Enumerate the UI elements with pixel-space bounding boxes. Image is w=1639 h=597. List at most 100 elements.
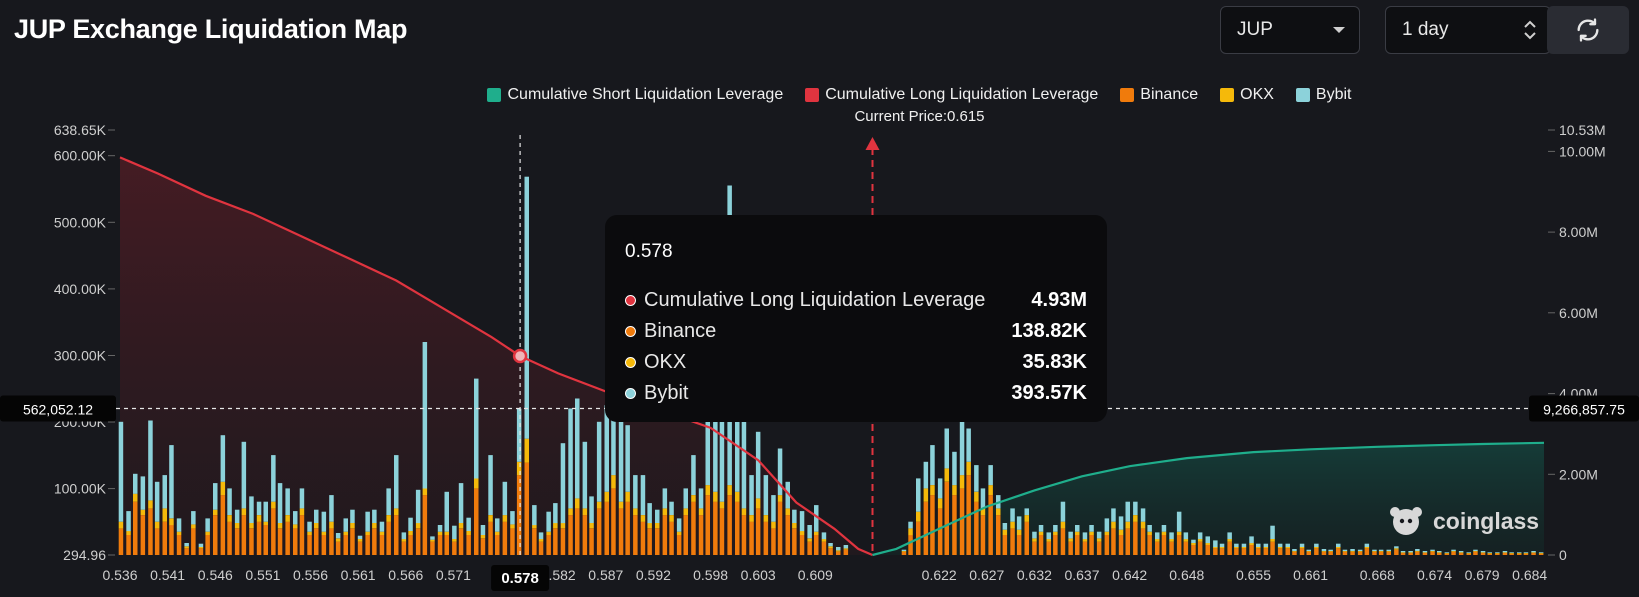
bar-okx[interactable] [1241,547,1247,549]
bar-binance[interactable] [1241,548,1247,555]
bar-bybit[interactable] [1400,551,1406,553]
bar-bybit[interactable] [365,511,370,532]
bar-okx[interactable] [755,498,761,509]
bar-bybit[interactable] [683,488,689,509]
bar-binance[interactable] [1118,535,1124,555]
bar-binance[interactable] [1133,521,1138,555]
bar-binance[interactable] [618,508,624,555]
bar-bybit[interactable] [1161,525,1167,532]
bar-binance[interactable] [205,535,210,555]
bar-binance[interactable] [474,488,479,555]
bar-binance[interactable] [350,528,355,555]
bar-okx[interactable] [807,538,812,542]
bar-okx[interactable] [930,485,935,496]
bar-binance[interactable] [1444,553,1450,555]
bar-bybit[interactable] [213,483,218,510]
bar-okx[interactable] [437,531,443,535]
bar-okx[interactable] [335,538,341,542]
bar-bybit[interactable] [1046,532,1052,540]
bar-okx[interactable] [568,508,573,516]
bar-okx[interactable] [1517,553,1522,554]
bar-okx[interactable] [1437,552,1442,553]
bar-bybit[interactable] [1292,549,1297,551]
bar-binance[interactable] [1125,528,1131,555]
bar-binance[interactable] [1032,541,1037,555]
bar-bybit[interactable] [408,517,413,531]
bar-bybit[interactable] [458,483,464,523]
bar-okx[interactable] [640,515,646,522]
bar-okx[interactable] [1357,551,1363,552]
bar-okx[interactable] [1415,551,1420,552]
bar-binance[interactable] [1372,551,1377,555]
bar-binance[interactable] [1140,528,1146,555]
bar-binance[interactable] [1002,535,1008,555]
bar-bybit[interactable] [1502,551,1508,553]
bar-okx[interactable] [604,491,610,502]
bar-binance[interactable] [1415,551,1420,555]
bar-bybit[interactable] [256,501,262,515]
bar-binance[interactable] [227,521,232,555]
bar-okx[interactable] [1328,551,1333,552]
bar-binance[interactable] [604,501,610,555]
bar-okx[interactable] [444,531,450,535]
bar-binance[interactable] [546,535,551,555]
bar-binance[interactable] [1016,535,1022,555]
bar-okx[interactable] [705,485,711,496]
bar-bybit[interactable] [234,509,240,523]
bar-okx[interactable] [974,491,979,502]
bar-okx[interactable] [1306,551,1312,552]
bar-binance[interactable] [488,521,493,555]
bar-binance[interactable] [1191,545,1196,555]
bar-bybit[interactable] [1169,532,1174,540]
bar-bybit[interactable] [1183,532,1189,540]
bar-bybit[interactable] [596,421,602,502]
bar-okx[interactable] [198,547,204,549]
bar-okx[interactable] [1400,552,1406,553]
bar-bybit[interactable] [430,536,435,540]
bar-okx[interactable] [532,525,537,529]
bar-okx[interactable] [785,508,791,516]
bar-okx[interactable] [1016,529,1022,535]
bar-okx[interactable] [1118,529,1124,535]
bar-bybit[interactable] [1299,543,1305,547]
bar-binance[interactable] [1495,553,1500,555]
bar-binance[interactable] [198,548,204,555]
bar-binance[interactable] [1364,548,1370,555]
bar-okx[interactable] [386,515,391,522]
bar-binance[interactable] [683,515,689,555]
bar-okx[interactable] [372,523,377,529]
bar-binance[interactable] [1147,535,1152,555]
bar-bybit[interactable] [271,455,276,502]
bar-binance[interactable] [705,495,711,555]
bar-binance[interactable] [329,528,334,555]
legend-item-short[interactable]: Cumulative Short Liquidation Leverage [487,86,783,104]
bar-bybit[interactable] [293,511,298,525]
bar-okx[interactable] [379,531,385,535]
bar-okx[interactable] [1060,521,1066,529]
bar-bybit[interactable] [277,483,283,523]
bar-binance[interactable] [1213,548,1218,555]
bar-okx[interactable] [1422,552,1428,553]
bar-binance[interactable] [372,528,377,555]
bar-binance[interactable] [944,481,950,555]
bar-binance[interactable] [1234,548,1239,555]
bar-binance[interactable] [220,495,226,555]
bar-bybit[interactable] [1197,532,1203,540]
bar-bybit[interactable] [1118,516,1124,530]
bar-okx[interactable] [1502,552,1508,553]
bar-okx[interactable] [191,524,196,529]
bar-binance[interactable] [735,501,740,555]
bar-bybit[interactable] [713,391,718,492]
bar-bybit[interactable] [350,509,355,523]
bar-binance[interactable] [516,475,522,555]
bar-bybit[interactable] [162,475,168,509]
bar-binance[interactable] [1046,541,1052,555]
bar-bybit[interactable] [1378,549,1384,551]
bar-bybit[interactable] [966,428,971,462]
bar-bybit[interactable] [1140,508,1146,522]
bar-bybit[interactable] [814,505,819,532]
bar-bybit[interactable] [1002,523,1008,530]
bar-binance[interactable] [611,488,616,555]
bar-binance[interactable] [763,521,769,555]
bar-bybit[interactable] [148,420,153,501]
